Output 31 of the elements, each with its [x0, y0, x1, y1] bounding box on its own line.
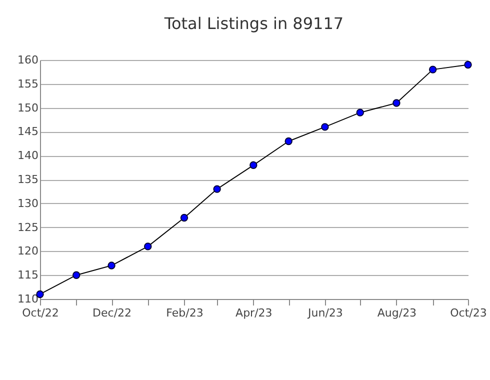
x-tick-label: Jun/23	[306, 306, 343, 320]
y-tick-label: 150	[18, 101, 38, 114]
point	[284, 137, 292, 146]
point	[108, 262, 116, 270]
point	[428, 66, 437, 74]
y-tick-label: 160	[18, 54, 38, 66]
x-tick-label: Oct/22	[22, 306, 59, 320]
y-tick-label: 140	[18, 149, 38, 162]
chart-title: Total Listings in 89117	[163, 14, 344, 33]
point	[144, 242, 152, 250]
point	[72, 271, 80, 279]
point	[392, 99, 400, 107]
y-tick-label: 125	[18, 220, 38, 234]
x-tick-label: Apr/23	[236, 306, 272, 320]
y-tick-label: 120	[18, 244, 38, 258]
point	[250, 161, 258, 170]
point	[180, 214, 188, 222]
point	[321, 123, 329, 131]
y-tick-label: 135	[18, 173, 38, 186]
x-tick-label: Aug/23	[377, 306, 417, 320]
y-tick-label: 115	[18, 268, 38, 282]
point	[356, 108, 364, 116]
y-tick-label: 155	[18, 77, 38, 90]
y-tick-label: 145	[18, 125, 38, 138]
x-tick-label: Feb/23	[166, 306, 204, 320]
x-tick-label: Dec/22	[92, 306, 132, 320]
point	[464, 60, 472, 69]
y-tick-label: 110	[18, 292, 38, 306]
y-tick-label: 130	[18, 196, 38, 210]
x-tick-label: Oct/23	[450, 306, 487, 320]
point	[213, 185, 221, 193]
